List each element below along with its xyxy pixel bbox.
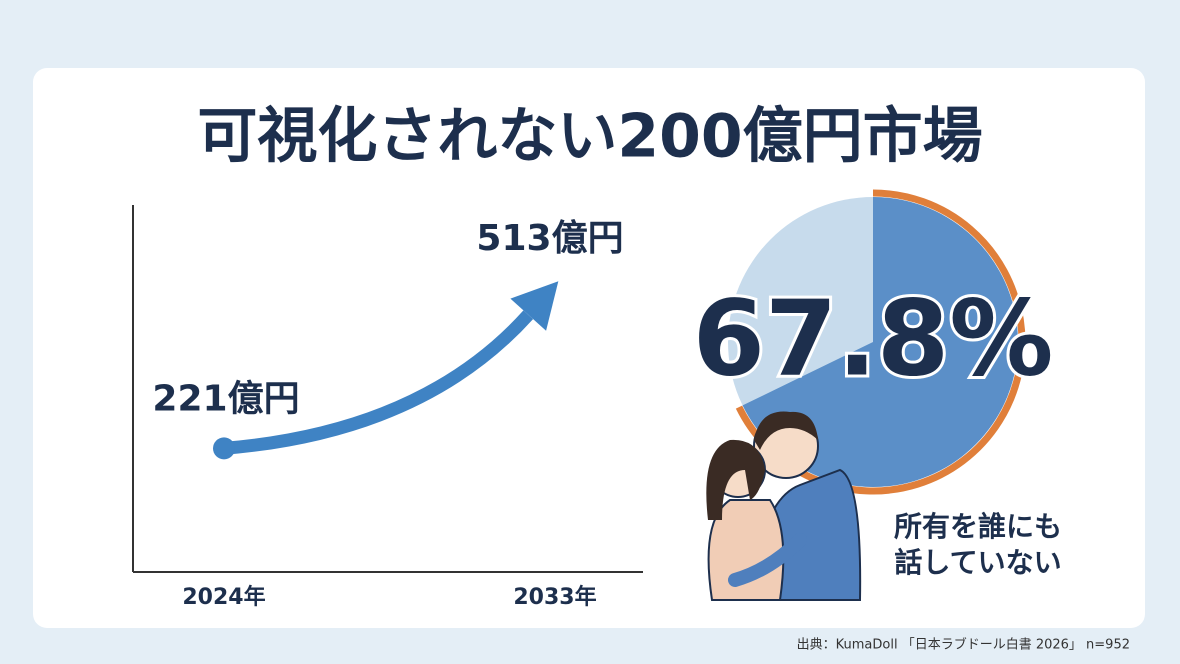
title: 可視化されない200億円市場 [197,102,982,172]
source: 出典：KumaDoll 「日本ラブドール白書 2026」 n=952 [797,637,1130,653]
pie-ring [735,189,1026,495]
arrow-head [510,281,559,331]
percent-label: 67.8% [693,277,1054,399]
x-tick-label: 2024年 [182,584,265,610]
annotation: 所有を誰にも [894,510,1062,543]
point [213,437,235,460]
illustration [706,411,862,601]
value-label: 513億円 [476,218,623,259]
x-tick-label: 2033年 [513,584,596,610]
pie-slice [742,197,1018,487]
annotation: 話していない [894,546,1061,579]
value-label: 221億円 [152,378,299,419]
trend-line [223,310,534,455]
